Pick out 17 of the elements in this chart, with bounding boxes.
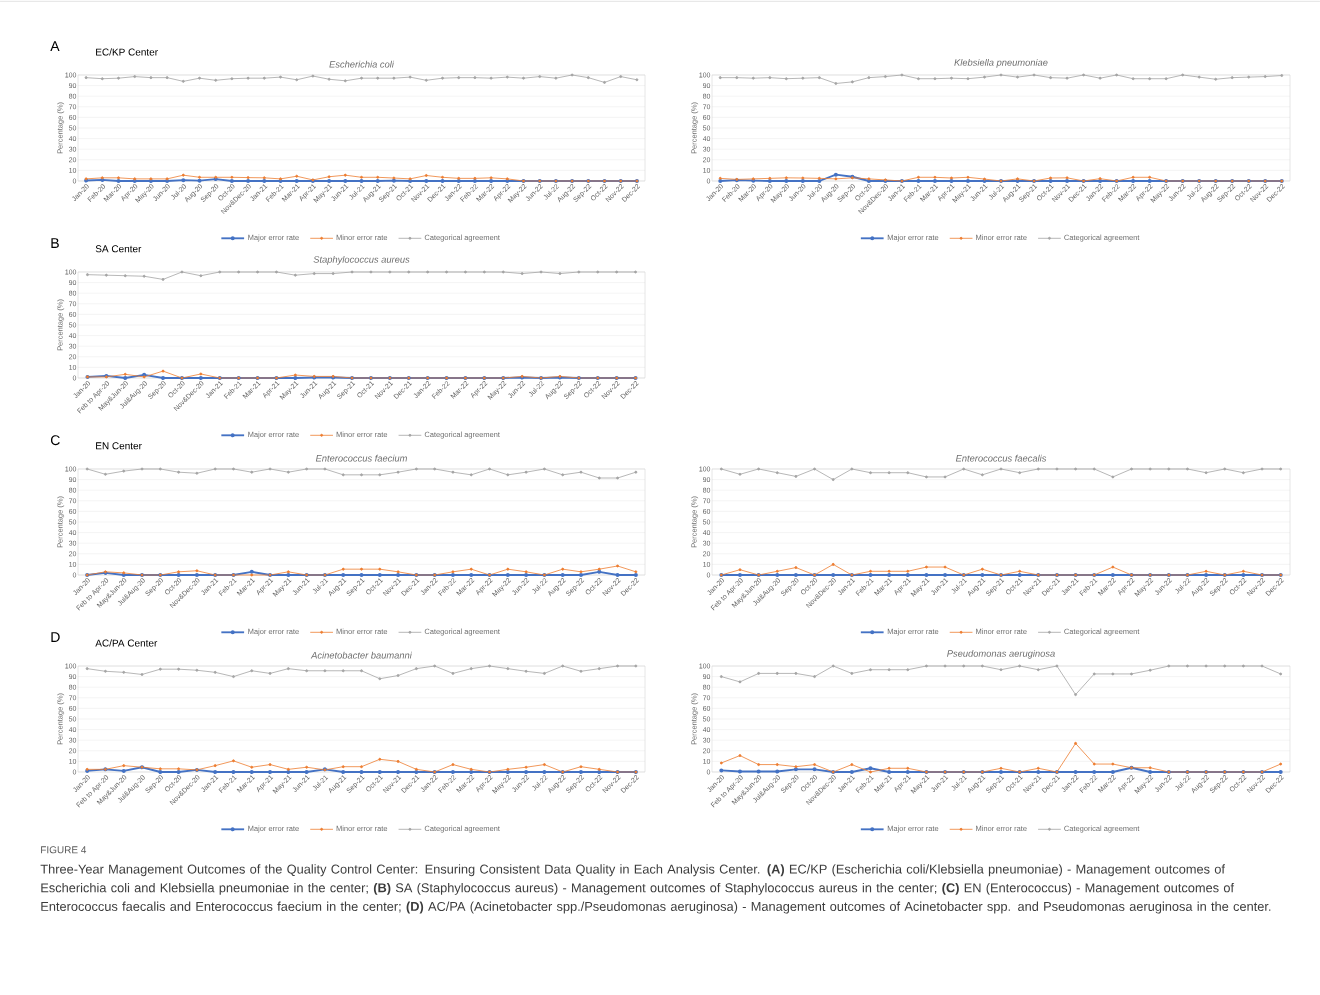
text: Three-Year Management Outcomes of the Quality Control Center: Ensuring Consistent Data Quality in Each Analysis Center. (A) EC/KP (Escherichia coli/Klebsiella pneumoniae) - Management outcomes of Escherichia coli and Klebsiella pneumoniae in the center; (B) SA (Staphylococcus aureus) - Management outcomes of Staphylococcus aureus in the center; (C) EN (Enterococcus) - Management outcomes of Enterococcus faecalis and Enterococcus faecium in the center; (D) AC/PA (Acinetobacter spp./Pseudomonas aeruginosa) - Management outcomes of Acinetobacter spp. and Pseudomonas aeruginosa in the center. <box>40 864 1271 914</box>
chart-title: Escherichia coli <box>329 60 395 68</box>
text: EN Center <box>96 442 142 450</box>
text: SA Center <box>95 245 142 253</box>
chart-title: Acinetobacter baumanni <box>310 651 413 659</box>
chart-title: Enterococcus faecalis <box>955 454 1047 462</box>
text: AC/PA Center <box>95 639 158 647</box>
text: A <box>50 41 60 51</box>
text: D <box>51 632 60 642</box>
caption: FIGURE 4 <box>41 846 87 854</box>
text: EC/KP Center <box>96 48 158 56</box>
chart-title: Staphylococcus aureus <box>313 255 410 265</box>
chart-title: Pseudomonas aeruginosa <box>947 649 1055 659</box>
chart-title: Klebsiella pneumoniae <box>954 58 1048 68</box>
text: C <box>50 435 60 446</box>
text: B <box>51 238 59 248</box>
chart-title: Enterococcus faecium <box>315 454 407 462</box>
